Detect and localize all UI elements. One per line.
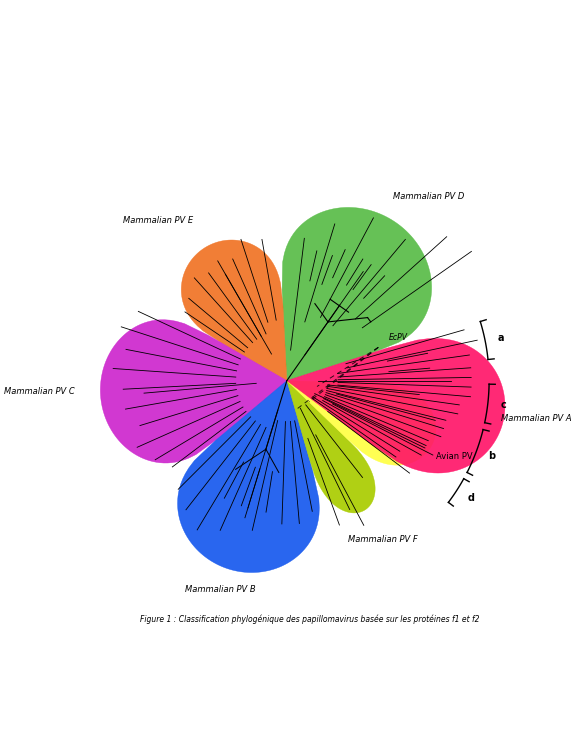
Text: Mammalian PV A: Mammalian PV A [501,414,572,423]
Text: Mammalian PV C: Mammalian PV C [4,387,74,396]
Text: Avian PV: Avian PV [436,452,472,461]
Polygon shape [101,320,287,463]
Polygon shape [178,380,320,572]
Text: c: c [501,400,506,410]
Text: d: d [467,493,474,503]
Polygon shape [282,207,432,380]
Text: Figure 1 : Classification phylogénique des papillomavirus basée sur les protéine: Figure 1 : Classification phylogénique d… [140,615,480,625]
Text: Mammalian PV D: Mammalian PV D [393,192,464,201]
Polygon shape [287,380,436,465]
Polygon shape [287,339,505,473]
Text: Mammalian PV E: Mammalian PV E [123,216,193,225]
Text: a: a [497,333,504,343]
Text: Mammalian PV B: Mammalian PV B [185,585,256,594]
Polygon shape [181,240,287,380]
Text: Mammalian PV F: Mammalian PV F [349,535,418,544]
Polygon shape [287,380,375,513]
Text: b: b [488,451,496,461]
Text: EcPV: EcPV [389,333,407,342]
